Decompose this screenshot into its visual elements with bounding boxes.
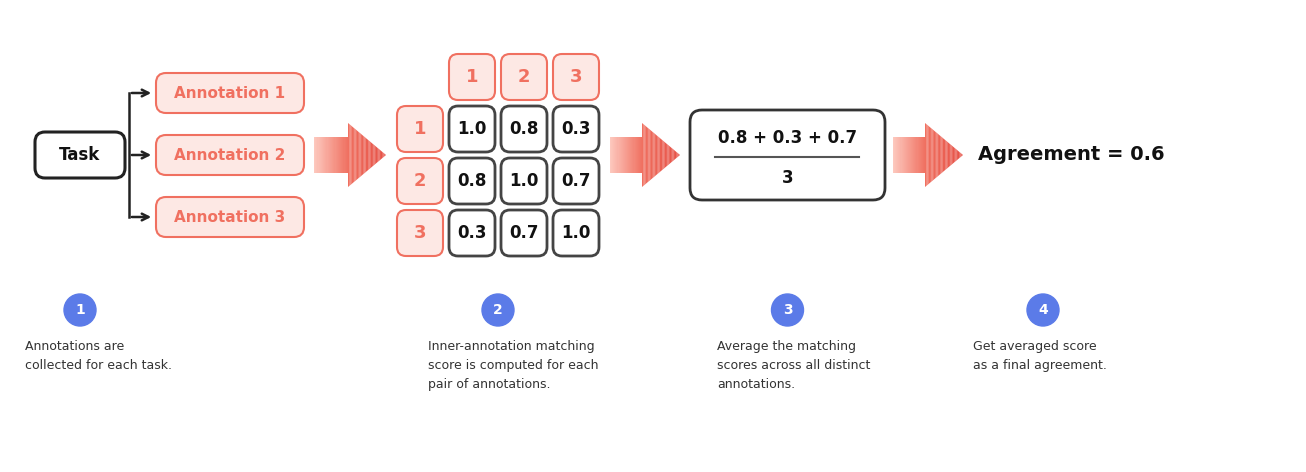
FancyBboxPatch shape [35,132,125,178]
FancyBboxPatch shape [397,210,443,256]
Text: 3: 3 [782,169,793,187]
FancyBboxPatch shape [397,106,443,152]
Text: 1: 1 [76,303,85,317]
Circle shape [64,294,97,326]
FancyBboxPatch shape [552,106,599,152]
Text: 0.3: 0.3 [457,224,487,242]
FancyBboxPatch shape [502,210,547,256]
Text: 0.7: 0.7 [562,172,590,190]
Text: Average the matching
scores across all distinct
annotations.: Average the matching scores across all d… [717,340,871,391]
Text: 0.7: 0.7 [509,224,539,242]
Text: 2: 2 [494,303,503,317]
Text: 2: 2 [414,172,426,190]
FancyBboxPatch shape [552,54,599,100]
Text: 3: 3 [414,224,426,242]
Text: 3: 3 [569,68,582,86]
Text: Task: Task [59,146,101,164]
Text: 1.0: 1.0 [509,172,538,190]
Text: Annotation 3: Annotation 3 [175,210,286,225]
FancyBboxPatch shape [155,197,304,237]
Text: Get averaged score
as a final agreement.: Get averaged score as a final agreement. [973,340,1107,372]
Text: 0.8: 0.8 [457,172,487,190]
FancyBboxPatch shape [502,106,547,152]
FancyBboxPatch shape [449,158,495,204]
FancyBboxPatch shape [155,135,304,175]
Text: Inner-annotation matching
score is computed for each
pair of annotations.: Inner-annotation matching score is compu… [428,340,598,391]
Text: 1.0: 1.0 [562,224,590,242]
Text: 0.8: 0.8 [509,120,538,138]
Text: 1: 1 [466,68,478,86]
Circle shape [772,294,803,326]
Circle shape [482,294,515,326]
Text: Annotation 2: Annotation 2 [174,147,286,162]
Text: Annotation 1: Annotation 1 [175,85,286,101]
FancyBboxPatch shape [449,210,495,256]
Text: 1: 1 [414,120,426,138]
Text: 4: 4 [1038,303,1047,317]
Text: 2: 2 [517,68,530,86]
FancyBboxPatch shape [552,210,599,256]
FancyBboxPatch shape [449,106,495,152]
Text: 1.0: 1.0 [457,120,487,138]
FancyBboxPatch shape [155,73,304,113]
FancyBboxPatch shape [690,110,885,200]
Text: Annotations are
collected for each task.: Annotations are collected for each task. [25,340,172,372]
FancyBboxPatch shape [502,54,547,100]
Text: 3: 3 [782,303,793,317]
Text: 0.3: 0.3 [562,120,590,138]
FancyBboxPatch shape [502,158,547,204]
FancyBboxPatch shape [397,158,443,204]
Text: Agreement = 0.6: Agreement = 0.6 [978,145,1165,165]
Circle shape [1027,294,1059,326]
Text: 0.8 + 0.3 + 0.7: 0.8 + 0.3 + 0.7 [718,129,857,147]
FancyBboxPatch shape [552,158,599,204]
FancyBboxPatch shape [449,54,495,100]
